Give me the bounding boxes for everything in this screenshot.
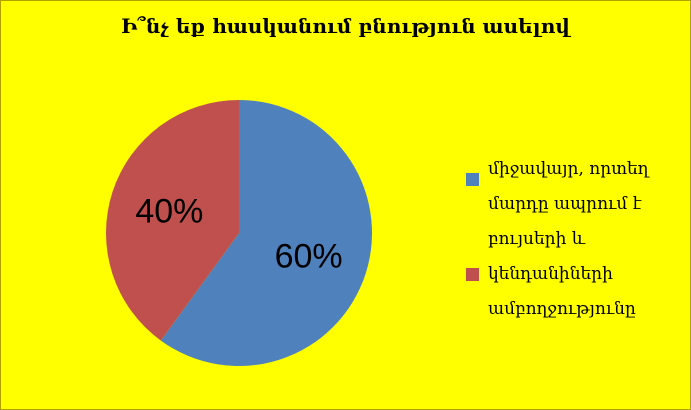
legend-swatch-1 [466, 268, 479, 281]
data-label-1: 40% [135, 192, 203, 230]
legend-item-0: միջավայր, որտեղ մարդը ապրում է բույսերի … [466, 152, 688, 257]
pie-slice-0 [160, 100, 372, 366]
chart-title: Ի՞նչ եք հասկանում բնություն ասելով [121, 14, 570, 38]
legend-item-1: կենդանիների ամբողջությունը [466, 257, 688, 327]
legend-label-1: կենդանիների ամբողջությունը [488, 264, 636, 319]
legend: միջավայր, որտեղ մարդը ապրում է բույսերի … [466, 152, 688, 327]
legend-label-0: միջավայր, որտեղ մարդը ապրում է բույսերի … [488, 159, 649, 249]
legend-swatch-0 [466, 173, 479, 186]
data-label-0: 60% [275, 238, 343, 276]
pie-slice-1 [105, 100, 239, 341]
